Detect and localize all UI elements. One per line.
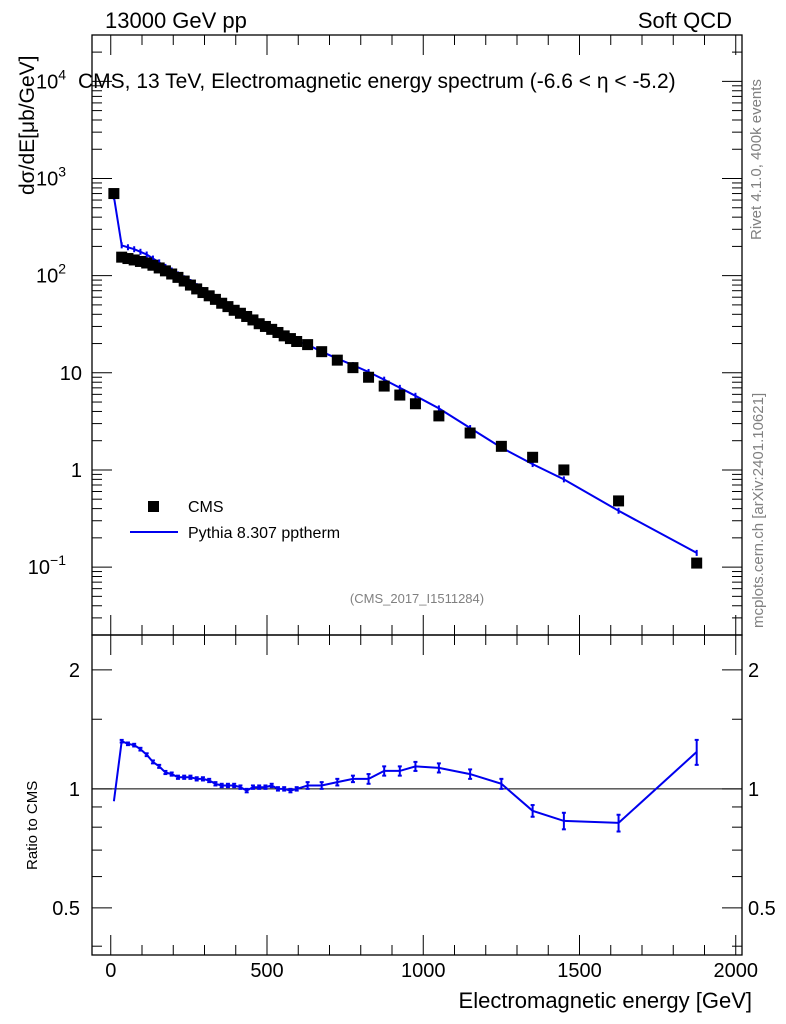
main-plot-frame — [91, 34, 743, 636]
ratio-y-tick-labels: 0.5 0.5 1 1 2 2 — [52, 660, 776, 920]
cms-data-point — [166, 268, 178, 280]
plot-title: CMS, 13 TeV, Electromagnetic energy spec… — [78, 70, 676, 93]
cms-data-point — [613, 495, 625, 507]
rivet-version-label: Rivet 4.1.0, 400k events — [748, 79, 765, 240]
legend-cms-label: CMS — [188, 499, 224, 516]
cms-data-point — [272, 326, 284, 338]
y-tick-exponent: 2 — [58, 261, 66, 277]
x-tick-label: 500 — [250, 960, 283, 982]
cms-data-point — [347, 362, 359, 374]
ratio-plot-frame — [91, 634, 743, 956]
cms-data-point — [302, 339, 314, 351]
x-axis-label: Electromagnetic energy [GeV] — [459, 988, 752, 1013]
cms-data-point — [291, 335, 303, 347]
cms-data-point — [266, 323, 278, 335]
beam-label: 13000 GeV pp — [105, 8, 247, 33]
cms-data-point — [153, 262, 165, 274]
cms-data-point — [331, 354, 343, 366]
cms-data-point — [134, 255, 146, 267]
cms-data-point — [122, 253, 134, 265]
cms-data-point — [284, 333, 296, 345]
ratio-tick-label-left: 2 — [69, 660, 80, 682]
cms-data-point — [363, 371, 375, 383]
cms-data-point — [197, 287, 209, 299]
ratio-tick-label-left: 1 — [69, 779, 80, 801]
ratio-tick-label-right: 2 — [748, 660, 759, 682]
cms-data-point — [141, 257, 153, 269]
y-tick-label: 1 — [71, 460, 82, 482]
cms-data-point — [159, 265, 171, 277]
y-tick-label: 10−1 — [28, 552, 66, 579]
cms-data-point — [228, 304, 240, 316]
cms-data-point — [316, 346, 328, 358]
analysis-id: (CMS_2017_I1511284) — [350, 591, 484, 606]
cms-data-point — [495, 440, 507, 452]
cms-data-point — [409, 398, 421, 410]
pythia-ratio-line — [112, 739, 698, 824]
y-tick-label: 104 — [36, 66, 66, 93]
cms-data-point — [378, 380, 390, 392]
y-tick-label: 103 — [36, 164, 66, 191]
legend: CMS Pythia 8.307 pptherm — [130, 499, 340, 542]
x-tick-labels: 0 500 1000 1500 2000 — [105, 960, 758, 982]
cms-data-point — [558, 464, 570, 476]
cms-data-point — [108, 188, 120, 200]
cms-data-point — [128, 254, 140, 266]
ratio-y-axis-ticks — [92, 669, 742, 947]
cms-data-point — [433, 410, 445, 422]
y-tick-label: 102 — [36, 261, 66, 288]
cms-data-points — [108, 188, 703, 569]
cms-data-point — [234, 307, 246, 319]
cms-data-point — [691, 557, 703, 569]
x-axis-ticks — [110, 35, 737, 955]
cms-data-point — [222, 301, 234, 313]
ratio-axis-label: Ratio to CMS — [24, 781, 41, 870]
y-axis-label: dσ/dE[μb/GeV] — [16, 56, 39, 195]
x-tick-label: 1000 — [401, 960, 446, 982]
cms-data-point — [241, 310, 253, 322]
cms-data-point — [172, 271, 184, 283]
cms-data-point — [203, 290, 215, 302]
cms-data-point — [247, 314, 259, 326]
cms-data-point — [178, 275, 190, 287]
cms-data-point — [116, 251, 128, 263]
cms-data-point — [191, 283, 203, 295]
y-tick-exponent: 4 — [58, 66, 66, 82]
mcplots-source-label: mcplots.cern.ch [arXiv:2401.10621] — [750, 393, 767, 628]
legend-cms-marker — [148, 501, 159, 512]
cms-data-point — [147, 259, 159, 271]
main-y-axis-ticks — [92, 34, 742, 636]
cms-data-point — [527, 451, 539, 463]
cms-data-point — [259, 320, 271, 332]
x-tick-label: 2000 — [714, 960, 759, 982]
ratio-tick-label-right: 0.5 — [748, 898, 776, 920]
cms-data-point — [394, 389, 406, 401]
cms-data-point — [209, 293, 221, 305]
y-tick-exponent: 3 — [58, 164, 66, 180]
x-tick-label: 0 — [105, 960, 116, 982]
cms-data-point — [216, 297, 228, 309]
cms-data-point — [184, 279, 196, 291]
ratio-tick-label-left: 0.5 — [52, 898, 80, 920]
y-tick-label: 10 — [60, 363, 82, 385]
legend-pythia-label: Pythia 8.307 pptherm — [188, 525, 340, 542]
cms-data-point — [278, 330, 290, 342]
y-tick-exponent: −1 — [50, 552, 66, 568]
ratio-tick-label-right: 1 — [748, 779, 759, 801]
cms-data-point — [253, 318, 265, 330]
cms-data-point — [464, 427, 476, 439]
pythia-ratio-curve — [112, 738, 699, 833]
process-label: Soft QCD — [638, 8, 732, 33]
x-tick-label: 1500 — [557, 960, 602, 982]
